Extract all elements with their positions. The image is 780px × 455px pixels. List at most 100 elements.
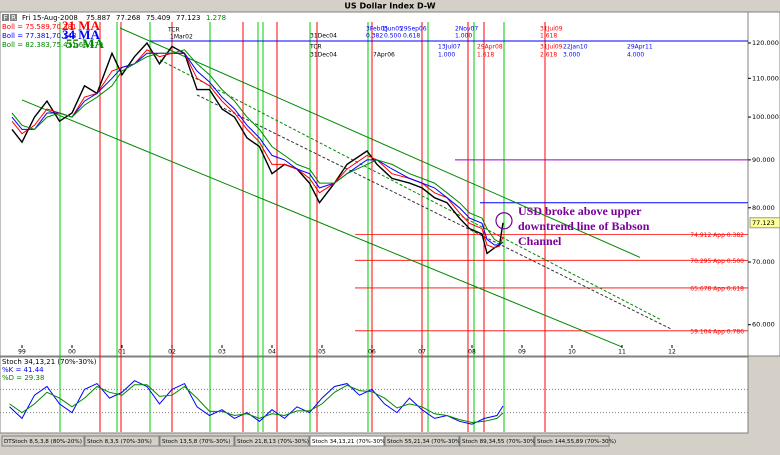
tab-label[interactable]: Stoch 144,55,89 (70%-30%) [537,439,616,445]
annotation: TCR [309,44,322,51]
fib-label: 65.678 App 0.618 [690,285,744,292]
annotation: 1Mar02 [170,34,193,41]
stoch-line [9,380,504,425]
legend-label: 34 MA [62,27,101,42]
x-tick-label: 11 [618,349,626,356]
x-tick-label: 12 [668,349,676,356]
price-axis [747,11,780,357]
annotation: 3Feb05 [366,26,388,33]
annotation: 3.000 [563,52,580,59]
annotation: 0.618 [403,33,420,40]
x-tick-label: 00 [68,349,76,356]
channel-line [159,59,661,320]
highlight-circle [495,212,513,230]
price-line [11,49,503,243]
tab[interactable] [159,435,235,447]
price-line [11,41,504,255]
x-tick-label: 99 [18,349,26,356]
tab-label[interactable]: Stoch 13,5,8 (70%-30%) [162,439,230,445]
stoch-title: Stoch 34,13,21 (70%-30%) [2,358,97,366]
callout: downtrend line of Babson [518,219,650,233]
annotation: 29Apr08 [477,44,503,51]
tab[interactable] [309,435,385,447]
x-tick-label: 01 [118,349,126,356]
annotation: 29Apr11 [627,44,653,51]
icon-box [10,14,17,21]
tab[interactable] [384,435,460,447]
x-tick-label: 02 [168,349,176,356]
annotation: 13Jul07 [438,44,461,51]
tab[interactable] [1,435,85,447]
icon[interactable]: R [11,14,16,22]
icon[interactable]: F [3,14,7,22]
y-tick-label: 100.000 [752,113,779,121]
annotation: 22Jan10 [563,44,588,51]
tab-label[interactable]: Stoch 89,34,55 (70%-30%) [462,439,538,445]
tab-label[interactable]: DTStoch 8,5,3,8 (80%-20%) [4,439,82,445]
annotation: 31Jul09 [540,44,563,51]
last-price-box [749,217,780,229]
annotation: 1.618 [477,52,494,59]
annotation: 31Dec04 [310,52,337,59]
window-title: US Dollar Index D-W [344,2,435,11]
stoch-legend: %K = 41.44 [2,366,44,374]
header: F R Fri 15-Aug-2008 75.887 77.268 75.409… [2,14,226,22]
channel-line [21,99,623,348]
x-tick-label: 08 [468,349,476,356]
annotation: 1.618 [540,33,557,40]
header-low: 75.409 [146,14,171,22]
annotation: 31Dec04 [310,33,337,40]
tab-label[interactable]: Stoch 55,21,34 (70%-30%) [387,439,463,445]
header-close: 77.123 [176,14,201,22]
annotation: 1Jun05 [382,26,403,33]
annotation: 2Nov07 [455,26,478,33]
y-tick-label: 70.000 [752,258,775,266]
y-tick-label: 80.000 [752,204,775,212]
channel-line [196,94,673,330]
annotation: 2.618 [540,52,557,59]
callout: USD broke above upper [518,204,642,218]
fib-label: 70.295 App 0.500 [690,258,744,265]
x-tick-label: 06 [368,349,376,356]
x-tick-label: 05 [318,349,326,356]
x-tick-label: 09 [518,349,526,356]
icon-box [2,14,9,21]
boll-label: Boll = 77.381,70.143 [2,32,77,40]
header-date: Fri 15-Aug-2008 [22,14,78,22]
x-tick-label: 03 [218,349,226,356]
annotation: 0.500 [384,33,401,40]
annotation: 1.000 [455,33,472,40]
tab-label[interactable]: Stoch 34,13,21 (70%-30%) [312,439,388,445]
tab[interactable] [459,435,535,447]
price-line [11,52,504,246]
price-line [11,49,504,249]
tab[interactable] [234,435,310,447]
boll-label: Boll = 75.589,70.381 [2,23,77,31]
boll-label: Boll = 82.383,75.431,68.479 [2,41,103,49]
x-tick-label: 04 [268,349,276,356]
legend-label: 55 MA [66,36,105,51]
channel-line [119,27,641,258]
annotation: 4.000 [627,52,644,59]
y-tick-label: 110.000 [752,74,779,82]
tab[interactable] [534,435,610,447]
stoch-legend: %D = 29.38 [2,374,44,382]
stoch-panel [0,356,749,434]
fib-label: 59.104 App 0.786 [690,328,744,335]
y-tick-label: 90.000 [752,156,775,164]
annotation: 0.382 [366,33,383,40]
tab-label[interactable]: Stoch 8,3,5 (70%-30%) [87,439,152,445]
tab[interactable] [84,435,160,447]
x-tick-label: 10 [568,349,576,356]
annotation: 7Apr06 [373,52,395,59]
tab-label[interactable]: Stoch 21,8,13 (70%-30%) [237,439,309,445]
annotation: TCR [167,27,180,34]
last-price: 77.123 [752,219,775,227]
callout: Channel [518,234,562,248]
main-panel [0,11,749,357]
annotation: 1.000 [438,52,455,59]
y-tick-label: 120.000 [752,39,779,47]
annotation: 31Jul09 [540,26,563,33]
